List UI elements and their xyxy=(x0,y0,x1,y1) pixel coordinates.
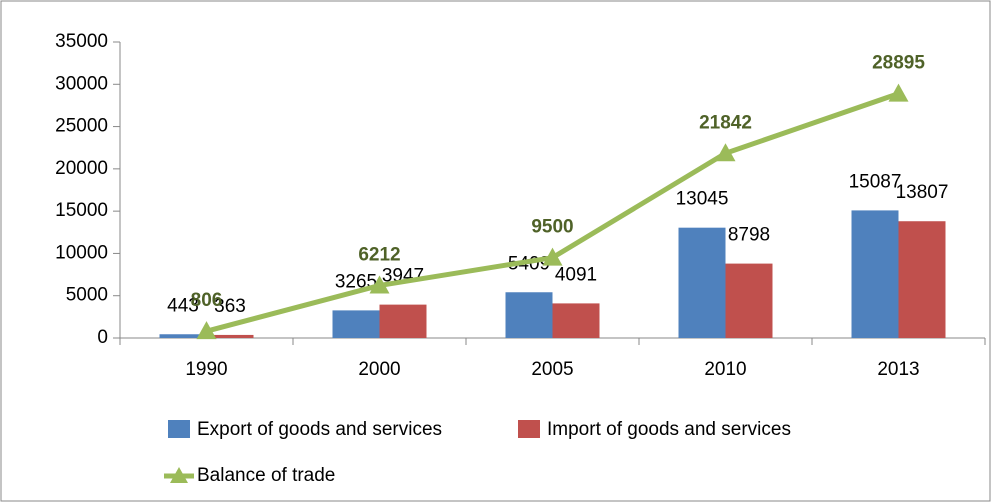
data-label: 9500 xyxy=(531,217,573,238)
legend-label: Import of goods and services xyxy=(547,419,791,440)
y-tick-label: 30000 xyxy=(55,73,108,94)
legend-marker xyxy=(170,467,188,483)
bar xyxy=(332,310,380,338)
data-label: 8798 xyxy=(728,225,770,246)
marker xyxy=(542,247,563,266)
bar xyxy=(379,304,427,338)
data-label: 443 xyxy=(167,295,199,316)
x-tick-label: 2010 xyxy=(704,359,746,380)
legend-swatch xyxy=(518,420,540,438)
bar xyxy=(552,303,600,338)
bar xyxy=(678,227,726,338)
y-tick-label: 20000 xyxy=(55,158,108,179)
y-tick-label: 15000 xyxy=(55,200,108,221)
data-label: 13045 xyxy=(676,189,729,210)
y-tick-label: 25000 xyxy=(55,116,108,137)
y-tick-label: 35000 xyxy=(55,31,108,52)
data-label: 6212 xyxy=(358,244,400,265)
bar xyxy=(206,334,254,338)
y-tick-label: 10000 xyxy=(55,242,108,263)
data-label: 21842 xyxy=(699,112,752,133)
x-tick-label: 2000 xyxy=(358,359,400,380)
bar xyxy=(159,334,207,338)
marker xyxy=(196,321,217,340)
x-tick-label: 2013 xyxy=(877,359,919,380)
marker xyxy=(888,83,909,102)
marker xyxy=(369,275,390,294)
legend-swatch xyxy=(168,420,190,438)
legend-label: Export of goods and services xyxy=(197,419,442,440)
bar xyxy=(851,210,899,338)
data-label: 15087 xyxy=(849,171,902,192)
data-label: 806 xyxy=(191,290,223,311)
bar xyxy=(505,292,553,338)
bar xyxy=(898,221,946,338)
data-label: 363 xyxy=(214,296,246,317)
bar xyxy=(725,263,773,338)
marker xyxy=(715,143,736,162)
legend-label: Balance of trade xyxy=(197,465,335,486)
data-label: 28895 xyxy=(872,53,925,74)
data-label: 4091 xyxy=(555,264,597,285)
y-tick-label: 5000 xyxy=(66,285,108,306)
data-label: 13807 xyxy=(896,182,949,203)
y-tick-label: 0 xyxy=(97,327,108,348)
x-tick-label: 1990 xyxy=(185,359,227,380)
x-tick-label: 2005 xyxy=(531,359,573,380)
